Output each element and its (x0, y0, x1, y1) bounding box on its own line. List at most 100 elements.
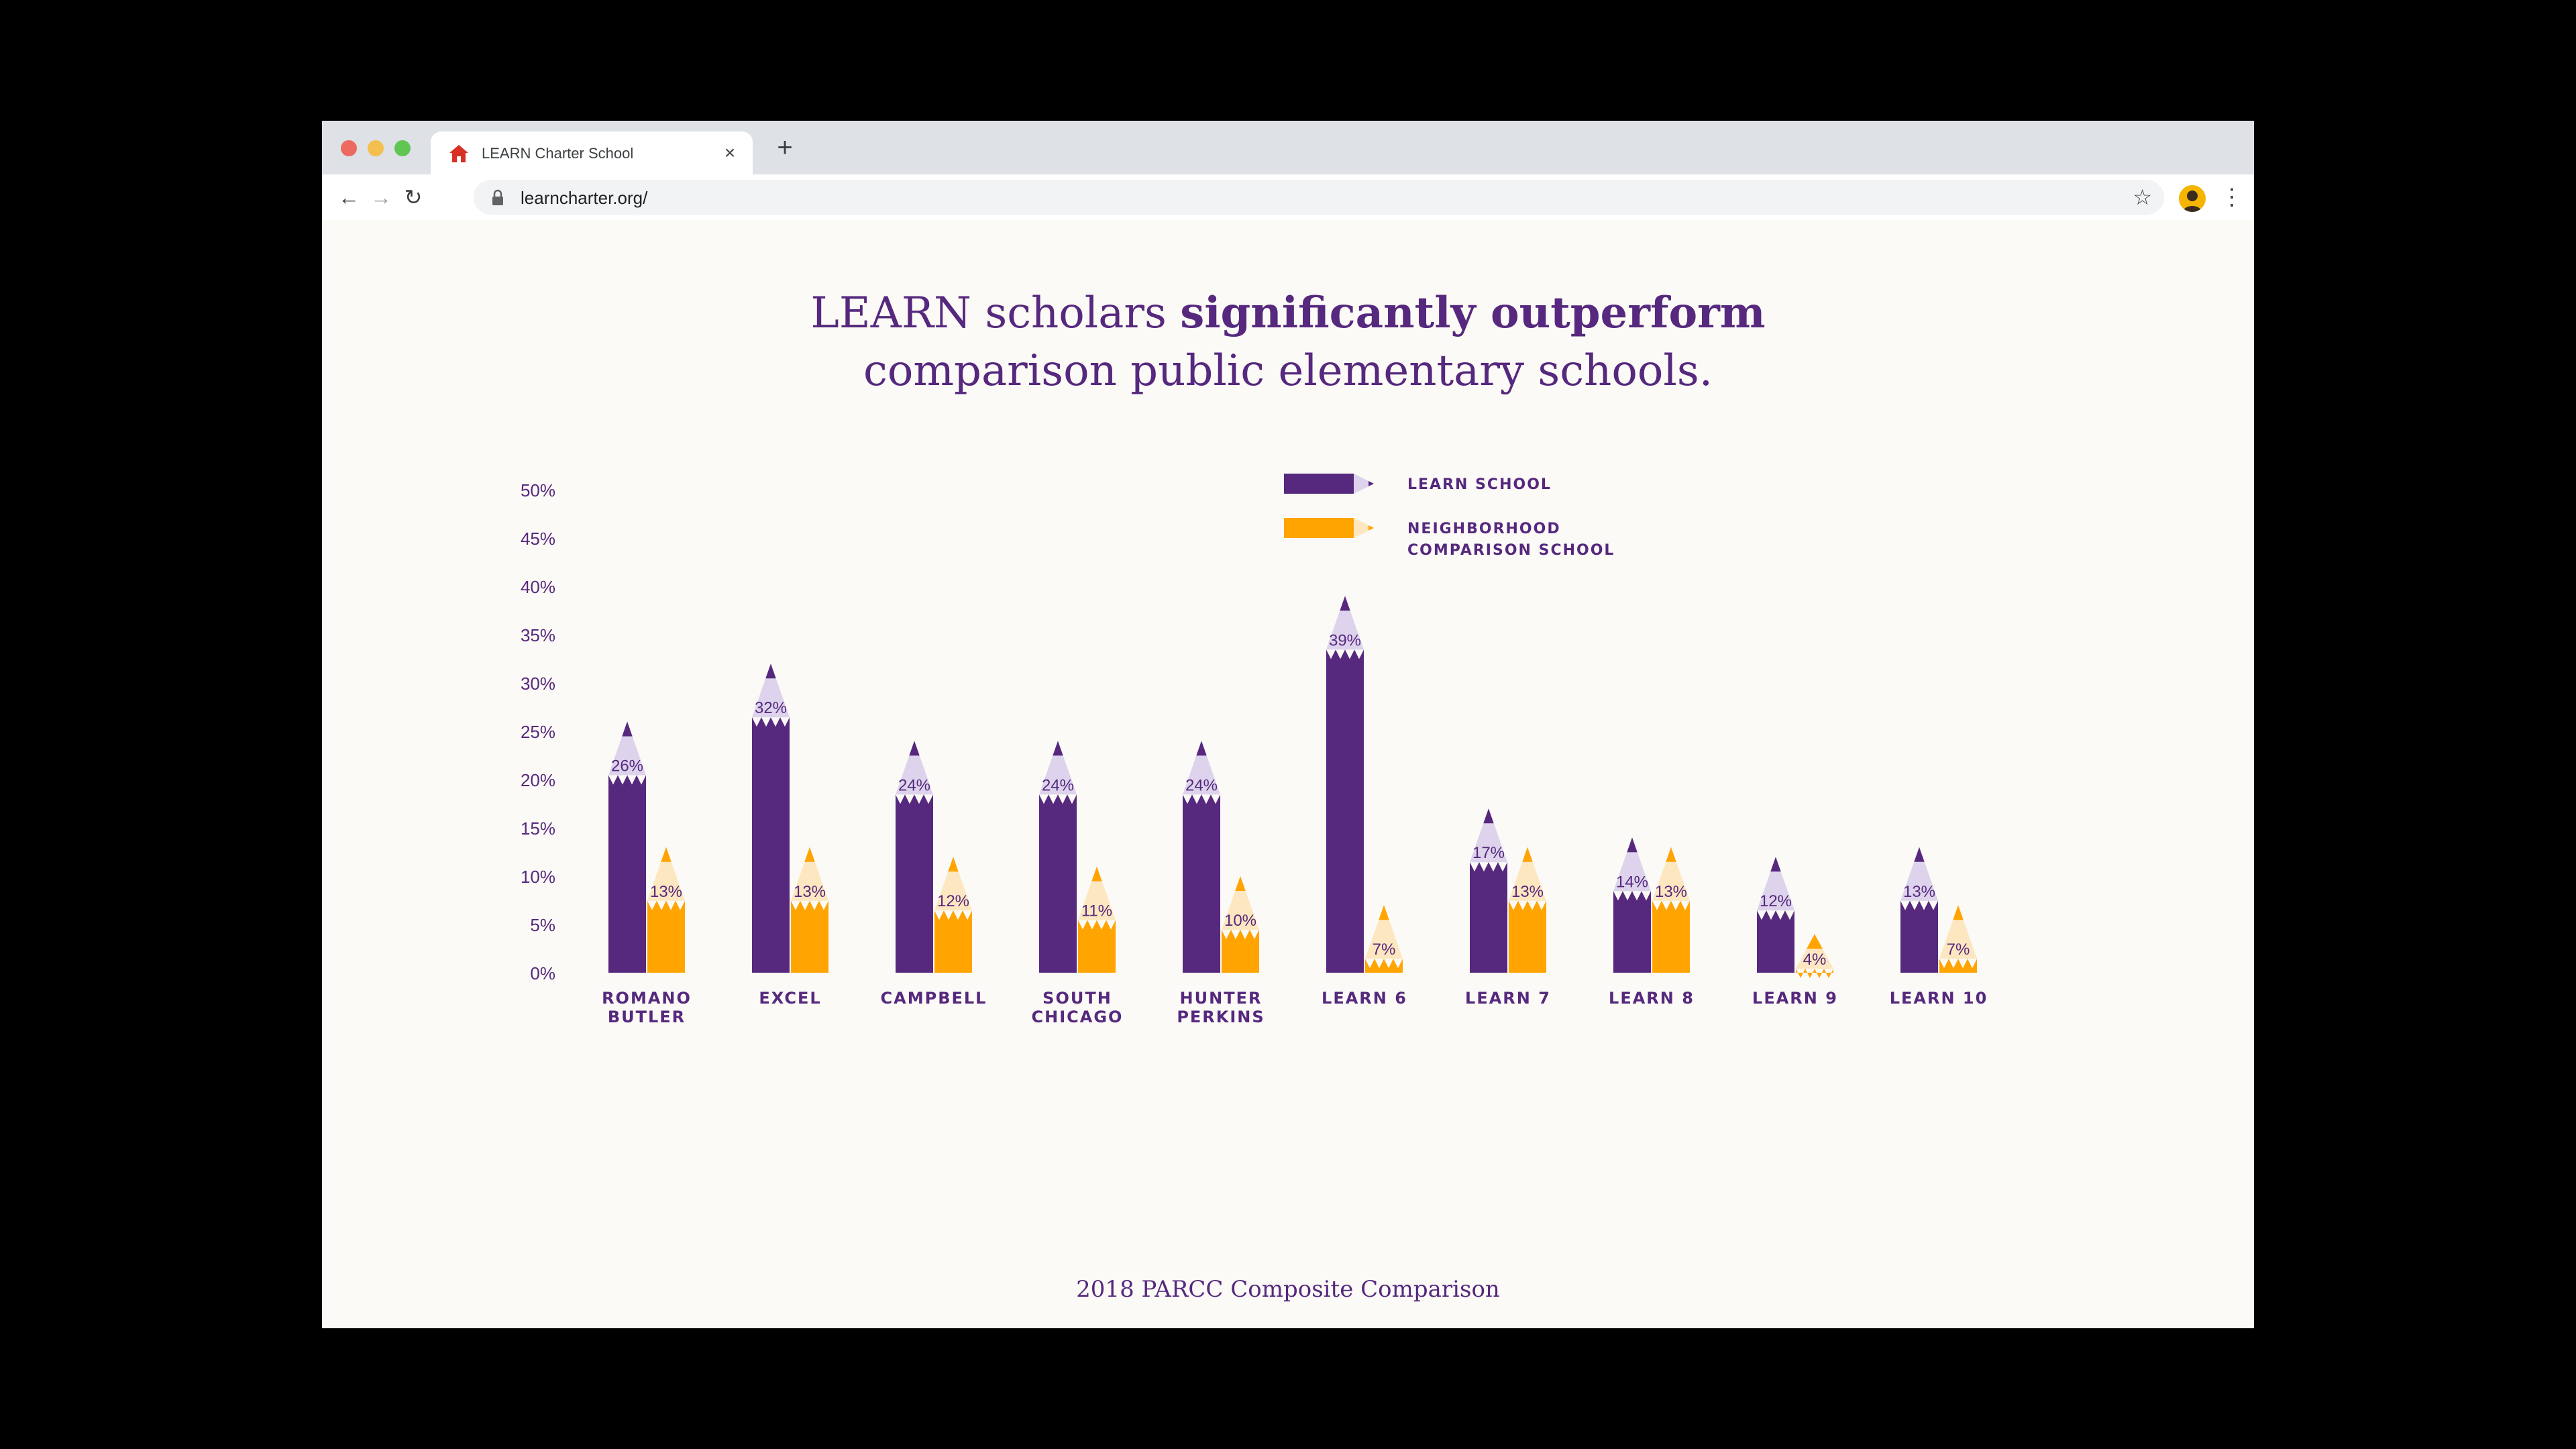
neighborhood-school-bar: 13% (1509, 847, 1546, 973)
pencil-tip (1796, 934, 1833, 969)
pencil-lead (1522, 847, 1533, 862)
bookmark-star-icon[interactable]: ☆ (2133, 185, 2152, 209)
pencil-lead (1379, 905, 1389, 920)
data-label: 24% (898, 776, 930, 794)
pencil-body (1078, 920, 1116, 973)
pencil-tip (1078, 866, 1116, 920)
neighborhood-school-bar: 11% (1078, 866, 1116, 973)
chart-caption: 2018 PARCC Composite Comparison (1076, 1276, 1500, 1303)
pencil-body (1757, 910, 1794, 973)
data-label: 13% (1655, 883, 1687, 901)
y-tick-label: 30% (521, 674, 555, 694)
house-icon (449, 145, 468, 162)
window-minimize-button[interactable] (368, 140, 384, 156)
profile-avatar[interactable] (2179, 185, 2206, 212)
pencil-lead (909, 741, 920, 756)
url-text[interactable]: learncharter.org/ (521, 188, 648, 208)
new-tab-button[interactable]: + (777, 133, 793, 162)
pencil-tip (934, 857, 972, 911)
pencil-tip (647, 847, 685, 901)
pencil-body (752, 717, 790, 973)
y-tick-label: 15% (521, 818, 555, 839)
pencil-tip (791, 847, 828, 901)
legend-pencil-body (1284, 474, 1354, 494)
address-bar[interactable]: learncharter.org/ ☆ (474, 180, 2164, 215)
pencil-tip (1183, 741, 1220, 795)
pencil-body (1652, 900, 1690, 973)
profile-person-icon (2183, 191, 2202, 212)
x-category-label: LEARN 10 (1890, 989, 1988, 1008)
pencil-body (1365, 959, 1403, 973)
browser-menu-icon[interactable]: ⋮ (2220, 184, 2243, 210)
legend-learn-school (1284, 474, 1374, 494)
x-category-label: LEARN 7 (1465, 989, 1551, 1008)
data-label: 11% (1081, 902, 1112, 920)
pencil-tip (608, 721, 646, 775)
x-category-label: CHICAGO (1032, 1008, 1124, 1026)
pencil-body (1183, 794, 1220, 973)
legend-pencil-tip (1354, 474, 1374, 494)
data-label: 12% (1760, 892, 1792, 910)
pencil-lead (1770, 857, 1781, 872)
tab-learn-charter-school[interactable]: LEARN Charter School × (431, 131, 753, 174)
legend-pencil-tip (1354, 518, 1374, 538)
x-category-label: LEARN 9 (1752, 989, 1838, 1008)
legend-label: COMPARISON SCHOOL (1407, 542, 1615, 559)
data-label: 7% (1373, 941, 1396, 959)
pencil-lead (1914, 847, 1925, 862)
pencil-tip (1900, 847, 1938, 901)
learn-school-bar: 14% (1613, 837, 1651, 973)
y-tick-label: 25% (521, 722, 555, 742)
pencil-lead (661, 847, 672, 862)
data-label: 26% (611, 757, 643, 775)
browser-window: LEARN Charter School × + ← → ↻ learnchar… (322, 121, 2254, 1328)
pencil-body (647, 900, 685, 973)
data-label: 13% (650, 883, 682, 901)
pencil-body (1222, 930, 1259, 973)
pencil-tip (1222, 876, 1259, 930)
window-close-button[interactable] (341, 140, 357, 156)
data-label: 24% (1042, 776, 1074, 794)
window-maximize-button[interactable] (394, 140, 411, 156)
pencil-body (1900, 900, 1938, 973)
pencil-body (791, 900, 828, 973)
pencil-body (1509, 900, 1546, 973)
pencil-body (1939, 959, 1977, 973)
pencil-tip (896, 741, 933, 795)
reload-icon[interactable]: ↻ (404, 185, 423, 209)
headline-line-2: comparison public elementary schools. (863, 346, 1713, 396)
x-category-label: SOUTH (1042, 989, 1112, 1008)
page-headline: LEARN scholars significantly outperform … (322, 284, 2254, 400)
headline-line-1: LEARN scholars significantly outperform (322, 284, 2254, 342)
pencil-lead (1807, 934, 1823, 949)
learn-school-bar: 13% (1900, 847, 1938, 973)
neighborhood-school-bar: 13% (1652, 847, 1690, 973)
close-tab-icon[interactable]: × (724, 142, 736, 163)
page-content: LEARN scholars significantly outperform … (322, 220, 2254, 1328)
pencil-lead (948, 857, 959, 872)
pencil-bar-chart: 0% 5% 10% 15% 20% 25% 30% 35% 40% 45% 50% 26% 13% ROM… (521, 474, 1988, 1026)
headline-part-1: LEARN scholars (810, 288, 1181, 338)
pencil-tip (1365, 905, 1403, 959)
x-category-label: EXCEL (759, 989, 821, 1008)
legend-label: NEIGHBORHOOD (1407, 521, 1561, 537)
data-label: 32% (755, 699, 787, 717)
x-category-label: HUNTER (1180, 989, 1263, 1008)
x-category-label: PERKINS (1177, 1008, 1265, 1026)
pencil-tip (1652, 847, 1690, 901)
data-label: 7% (1947, 941, 1970, 959)
forward-arrow-icon[interactable]: → (370, 185, 392, 209)
pencil-tip (1509, 847, 1546, 901)
learn-school-bar: 32% (752, 663, 790, 973)
pencil-lead (1053, 741, 1063, 756)
y-tick-label: 10% (521, 867, 555, 887)
pencil-lead (1666, 847, 1676, 862)
data-label: 10% (1224, 912, 1256, 930)
back-arrow-icon[interactable]: ← (338, 185, 360, 209)
legend-pencil-body (1284, 518, 1354, 538)
pencil-tip (752, 663, 790, 718)
x-category-label: ROMANO (602, 989, 692, 1008)
neighborhood-school-bar: 4% (1796, 934, 1833, 978)
y-tick-label: 50% (521, 480, 555, 500)
pencil-lead (1235, 876, 1246, 891)
